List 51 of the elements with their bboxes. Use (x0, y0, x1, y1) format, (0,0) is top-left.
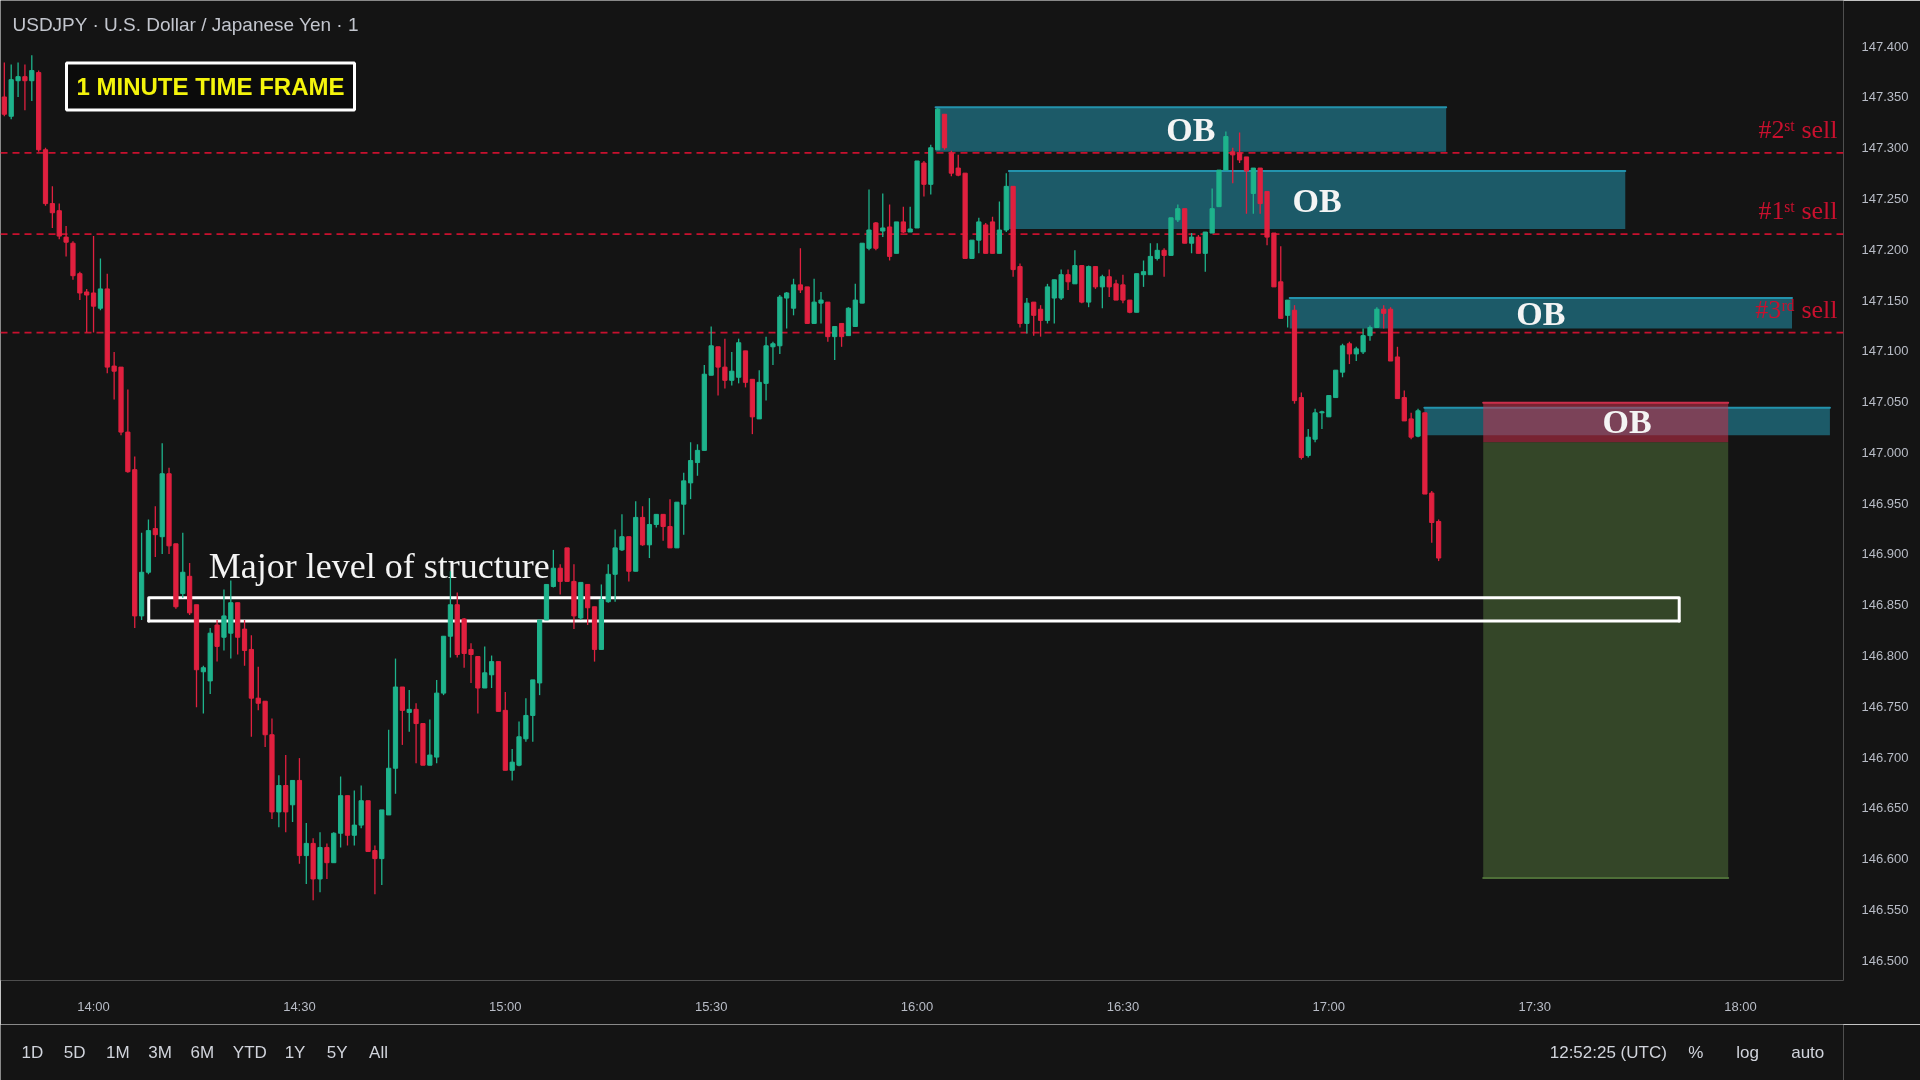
x-tick-label: 18:00 (1724, 998, 1757, 1014)
y-tick-label: 146.900 (1861, 546, 1909, 562)
y-tick-label: 147.250 (1861, 191, 1909, 207)
y-tick-label: 147.300 (1861, 140, 1909, 156)
text: 6M (190, 1043, 215, 1062)
x-tick-label: 16:00 (900, 998, 934, 1014)
y-tick-label: 146.550 (1861, 901, 1909, 917)
ref-line-label: #2ˢᵗ sell (1758, 114, 1838, 144)
series-label: OB (1166, 110, 1216, 148)
y-tick-label: 147.350 (1861, 89, 1909, 105)
y-tick-label: 146.600 (1861, 851, 1909, 867)
y-tick-label: 147.400 (1861, 38, 1909, 54)
y-tick-label: 147.050 (1861, 394, 1909, 410)
text: % (1688, 1043, 1704, 1062)
series-label: OB (1602, 402, 1652, 440)
y-tick-label: 147.150 (1861, 292, 1909, 308)
x-tick-label: 15:30 (694, 998, 728, 1014)
ref-line-label: #3ʳᵈ sell (1755, 294, 1838, 324)
text: auto (1791, 1043, 1825, 1062)
text: 1Y (284, 1043, 306, 1062)
text: 1D (21, 1043, 44, 1062)
y-tick-label: 147.200 (1861, 241, 1909, 257)
y-tick-label: 146.850 (1861, 597, 1909, 613)
text: 3M (148, 1043, 172, 1062)
y-tick-label: 147.100 (1861, 343, 1909, 359)
x-tick-label: 15:00 (489, 998, 522, 1014)
ref-line-label: #1ˢᵗ sell (1758, 196, 1838, 226)
annotation: 1 MINUTE TIME FRAME (76, 73, 345, 100)
series-label: Major level of structure (208, 545, 550, 586)
y-tick-label: 146.650 (1861, 800, 1909, 816)
x-tick-label: 17:30 (1518, 998, 1551, 1014)
text: 1M (106, 1043, 130, 1062)
x-tick-label: 17:00 (1312, 998, 1346, 1014)
text: log (1736, 1043, 1760, 1062)
text: 5Y (326, 1043, 348, 1062)
y-tick-label: 147.000 (1861, 444, 1909, 460)
series-label: OB (1292, 181, 1342, 219)
text: USDJPY · U.S. Dollar / Japanese Yen · 1 (12, 14, 359, 35)
text: 12:52:25 (UTC) (1549, 1043, 1667, 1062)
series-label: OB (1516, 294, 1566, 332)
y-tick-label: 146.800 (1861, 648, 1909, 664)
x-tick-label: 16:30 (1106, 998, 1140, 1014)
text: YTD (232, 1043, 267, 1062)
x-tick-label: 14:30 (283, 998, 316, 1014)
x-tick-label: 14:00 (77, 998, 110, 1014)
text: 5D (63, 1043, 86, 1062)
text: All (369, 1043, 389, 1062)
y-tick-label: 146.500 (1861, 952, 1909, 968)
y-tick-label: 146.950 (1861, 495, 1909, 511)
y-tick-label: 146.750 (1861, 698, 1909, 714)
y-tick-label: 146.700 (1861, 749, 1909, 765)
